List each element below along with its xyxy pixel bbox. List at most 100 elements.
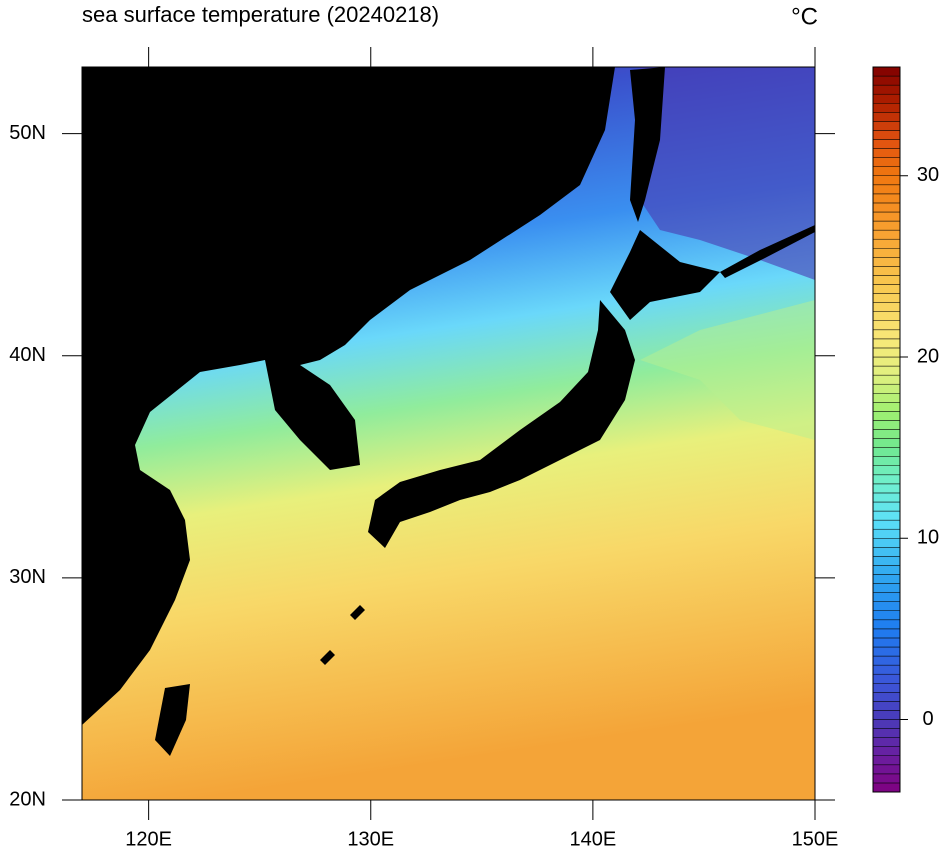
colorbar-segment: [872, 646, 901, 657]
colorbar-segment: [872, 447, 901, 457]
y-tick-label: 30N: [9, 566, 46, 588]
colorbar-segment: [872, 139, 901, 149]
cold-region: [640, 67, 815, 280]
colorbar-segment: [872, 746, 901, 756]
colorbar-segment: [872, 673, 901, 684]
colorbar-segment: [872, 574, 901, 584]
colorbar-segment: [872, 66, 901, 77]
colorbar-segment: [872, 238, 901, 249]
colorbar-segment: [872, 202, 901, 213]
colorbar-segment: [872, 701, 901, 711]
colorbar-segment: [872, 302, 901, 312]
x-tick-label: 150E: [792, 828, 839, 850]
colorbar-segment: [872, 393, 901, 403]
plot-frame: [81, 66, 816, 801]
colorbar-segment: [872, 547, 901, 557]
colorbar-segment: [872, 148, 901, 158]
warm-current: [640, 300, 815, 440]
colorbar-segment: [872, 601, 901, 611]
colorbar-segment: [872, 619, 901, 630]
colorbar-segment: [872, 556, 901, 566]
colorbar-segment: [872, 782, 901, 793]
colorbar-segment: [872, 220, 901, 231]
colorbar-segment: [872, 737, 901, 747]
colorbar-segment: [872, 311, 901, 321]
colorbar-segment: [872, 438, 901, 448]
colorbar-segment: [872, 456, 901, 466]
x-tick-label: 140E: [570, 828, 617, 850]
colorbar-segment: [872, 193, 901, 204]
colorbar-segment: [872, 483, 901, 494]
colorbar-segment: [872, 610, 901, 621]
colorbar-segment: [872, 683, 901, 693]
colorbar-segment: [872, 519, 901, 530]
colorbar-frame: [872, 66, 901, 793]
colorbar-segment: [872, 347, 901, 358]
colorbar-segment: [872, 637, 901, 648]
colorbar-segment: [872, 365, 901, 376]
colorbar-segment: [872, 628, 901, 639]
y-tick-label: 20N: [9, 788, 46, 810]
colorbar-segment: [872, 166, 901, 176]
units-label: °C: [791, 3, 818, 30]
colorbar-segment: [872, 429, 901, 439]
colorbar-segment: [872, 755, 901, 766]
colorbar-tick-label: 30: [917, 164, 939, 186]
colorbar-segment: [872, 411, 901, 421]
colorbar-segment: [872, 592, 901, 602]
x-tick-label: 130E: [347, 828, 394, 850]
colorbar-segment: [872, 257, 901, 267]
colorbar-segment: [872, 184, 901, 195]
colorbar-segment: [872, 103, 901, 113]
colorbar-segment: [872, 764, 901, 775]
colorbar-segment: [872, 356, 901, 367]
colorbar-segment: [872, 248, 901, 258]
colorbar-segment: [872, 320, 901, 331]
colorbar-segment: [872, 75, 901, 86]
colorbar-segment: [872, 538, 901, 548]
colorbar-segment: [872, 465, 901, 476]
colorbar-segment: [872, 329, 901, 340]
colorbar-segment: [872, 175, 901, 186]
colorbar-segment: [872, 383, 901, 394]
colorbar-segment: [872, 121, 901, 131]
colorbar-tick-label: 10: [917, 527, 939, 549]
colorbar-segment: [872, 374, 901, 385]
colorbar-segment: [872, 93, 901, 104]
colorbar-segment: [872, 284, 901, 294]
colorbar-segment: [872, 773, 901, 784]
colorbar-segment: [872, 112, 901, 122]
colorbar-segment: [872, 275, 901, 285]
colorbar-segment: [872, 420, 901, 430]
chart-title: sea surface temperature (20240218): [82, 2, 439, 27]
y-tick-label: 40N: [9, 344, 46, 366]
colorbar-segment: [872, 229, 901, 240]
colorbar-segment: [872, 157, 901, 167]
colorbar-segment: [872, 338, 901, 349]
colorbar-segment: [872, 565, 901, 575]
colorbar-segment: [872, 492, 901, 503]
colorbar-segment: [872, 655, 901, 666]
colorbar-segment: [872, 293, 901, 303]
colorbar-segment: [872, 130, 901, 140]
colorbar-segment: [872, 664, 901, 675]
colorbar-tick-label: 20: [917, 345, 939, 367]
colorbar-segment: [872, 266, 901, 276]
colorbar-segment: [872, 583, 901, 593]
land: [82, 67, 815, 756]
colorbar-segment: [872, 692, 901, 702]
colorbar-segment: [872, 528, 901, 539]
colorbar-segment: [872, 728, 901, 738]
map-field: [82, 67, 815, 800]
colorbar-segment: [872, 719, 901, 729]
colorbar-segment: [872, 510, 901, 521]
colorbar-tick-label: 0: [922, 708, 933, 730]
y-tick-label: 50N: [9, 122, 46, 144]
x-tick-label: 120E: [125, 828, 172, 850]
colorbar-segment: [872, 710, 901, 720]
colorbar-segment: [872, 84, 901, 95]
colorbar-segment: [872, 211, 901, 222]
colorbar-segment: [872, 474, 901, 485]
colorbar-segment: [872, 402, 901, 412]
